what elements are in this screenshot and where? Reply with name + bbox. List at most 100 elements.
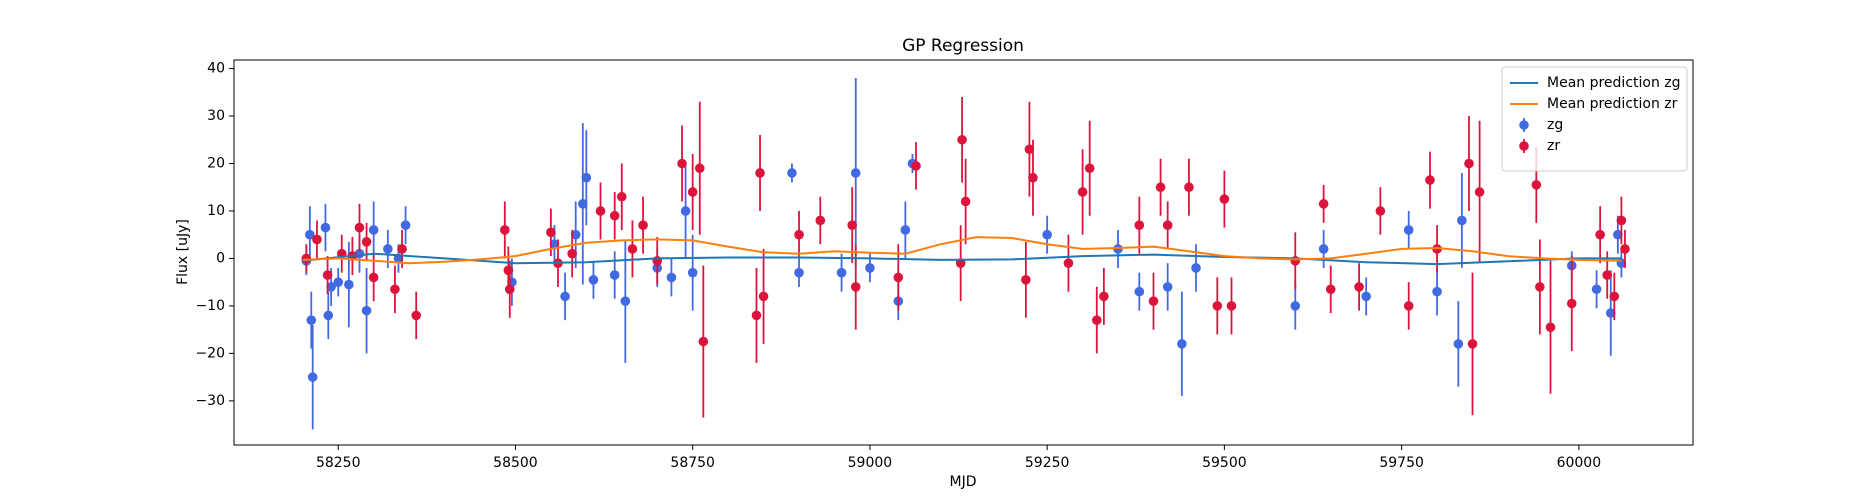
data-point <box>1613 229 1623 240</box>
data-point <box>1325 284 1336 295</box>
legend-label: Mean prediction zr <box>1547 96 1678 112</box>
data-point <box>595 206 606 216</box>
data-point <box>305 229 315 240</box>
data-point <box>500 225 510 235</box>
y-tick-label: −20 <box>195 345 225 361</box>
data-point <box>1531 180 1542 190</box>
data-point <box>549 239 560 249</box>
data-point <box>847 220 857 231</box>
data-point <box>755 168 765 178</box>
data-point <box>1591 284 1602 295</box>
data-point <box>581 172 592 183</box>
y-tick-label: −10 <box>195 298 225 314</box>
data-point <box>616 191 627 202</box>
data-point <box>1134 220 1145 231</box>
data-point <box>787 168 797 178</box>
data-point <box>1290 301 1301 311</box>
legend-label: Mean prediction zg <box>1547 75 1681 91</box>
axes-frame <box>233 59 1694 446</box>
data-point <box>680 206 691 216</box>
data-point <box>1162 282 1173 292</box>
x-tick-label: 59750 <box>1379 455 1424 471</box>
data-point <box>1361 291 1371 302</box>
data-point <box>751 310 762 321</box>
y-tick-label: 20 <box>207 155 225 171</box>
data-point <box>588 274 599 285</box>
data-point <box>411 310 421 321</box>
data-point <box>1474 187 1485 197</box>
data-point <box>677 158 687 169</box>
data-point <box>1318 199 1329 209</box>
data-point <box>698 336 709 347</box>
data-point <box>609 210 620 221</box>
data-point <box>1091 315 1102 325</box>
x-tick-label: 59250 <box>1025 455 1070 471</box>
data-point <box>627 244 638 254</box>
data-point <box>333 277 344 287</box>
data-point <box>361 305 372 316</box>
data-point <box>567 248 577 259</box>
data-point <box>323 310 334 321</box>
data-point <box>1024 144 1035 155</box>
legend-swatch <box>1519 141 1529 151</box>
data-point <box>400 220 411 231</box>
data-point <box>1028 172 1038 183</box>
data-point <box>1084 163 1095 174</box>
data-point <box>758 291 769 302</box>
data-point <box>850 282 861 292</box>
data-point <box>609 270 620 280</box>
data-point <box>1453 339 1464 349</box>
data-point <box>694 163 705 174</box>
data-point <box>638 220 648 231</box>
data-point <box>1535 282 1545 292</box>
data-point <box>344 279 354 290</box>
mean-line <box>302 236 1622 265</box>
data-point <box>815 215 826 226</box>
x-tick-label: 59500 <box>1202 455 1247 471</box>
data-point <box>1464 158 1474 169</box>
data-point <box>1191 263 1201 273</box>
data-point <box>368 272 379 283</box>
data-point <box>1609 291 1620 302</box>
data-point <box>361 237 372 247</box>
legend-label: zg <box>1547 117 1563 133</box>
data-point <box>354 222 365 233</box>
data-point <box>383 244 393 254</box>
legend-box <box>1501 66 1688 172</box>
data-point <box>1354 282 1364 292</box>
data-point <box>794 267 804 278</box>
data-point <box>1375 206 1386 216</box>
data-point <box>1134 286 1145 297</box>
data-point <box>666 272 677 283</box>
data-point <box>306 315 317 325</box>
data-point <box>577 199 588 209</box>
data-point <box>1177 339 1187 349</box>
data-point <box>957 134 967 145</box>
data-point <box>1432 286 1442 297</box>
data-point <box>546 227 556 238</box>
data-point <box>960 196 971 207</box>
data-point <box>836 267 847 278</box>
data-point <box>1219 194 1230 204</box>
data-point <box>1403 225 1414 235</box>
data-point <box>397 244 407 254</box>
data-point <box>1566 298 1577 309</box>
data-point <box>503 265 514 276</box>
data-point <box>320 222 331 233</box>
data-point <box>1595 229 1605 240</box>
data-point <box>312 234 322 245</box>
x-tick-label: 60000 <box>1557 455 1602 471</box>
data-point <box>1021 274 1031 285</box>
y-tick-label: 10 <box>207 203 225 219</box>
data-point <box>1148 296 1159 306</box>
data-point <box>1063 258 1074 268</box>
data-point <box>1467 339 1478 349</box>
data-point <box>955 258 966 268</box>
x-tick-label: 58750 <box>670 455 715 471</box>
y-tick-label: −30 <box>195 393 225 409</box>
data-point <box>865 263 875 273</box>
data-point <box>1605 308 1616 318</box>
legend-swatch <box>1519 120 1529 130</box>
data-point <box>504 284 515 295</box>
